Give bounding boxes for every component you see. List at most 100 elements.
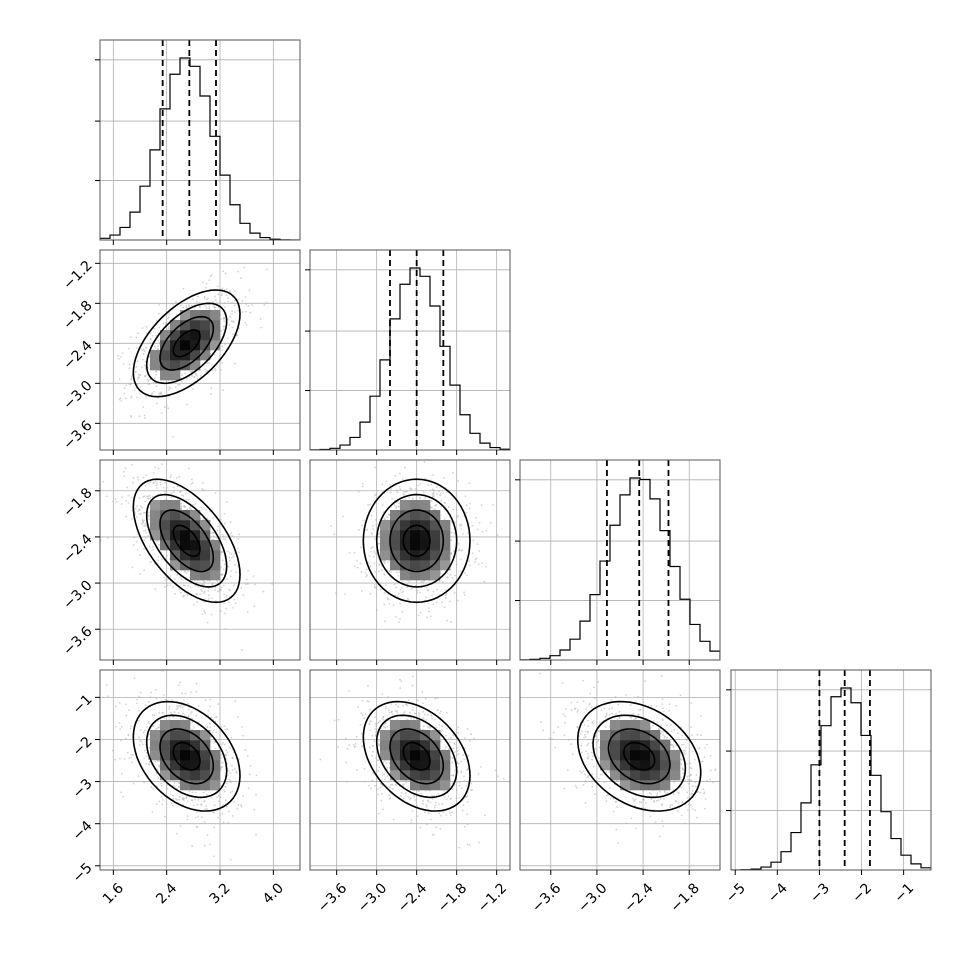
sample-point: [422, 716, 425, 719]
density-cell: [200, 330, 211, 341]
sample-point: [434, 454, 436, 456]
sample-point: [185, 796, 188, 799]
sample-point: [410, 487, 413, 490]
sample-point: [150, 560, 153, 563]
density-cell: [170, 370, 181, 381]
sample-point: [151, 714, 154, 716]
density-cell: [170, 530, 181, 541]
sample-point: [206, 369, 209, 372]
sample-point: [230, 736, 233, 739]
density-cell: [210, 310, 221, 321]
sample-point: [185, 403, 188, 406]
sample-point: [231, 326, 234, 329]
sample-point: [422, 725, 425, 728]
sample-point: [451, 757, 454, 759]
sample-point: [403, 490, 406, 493]
sample-point: [182, 306, 185, 309]
sample-point: [413, 712, 416, 715]
density-cell: [380, 750, 391, 761]
sample-point: [408, 497, 411, 499]
sample-point: [429, 615, 432, 618]
sample-point: [450, 621, 453, 624]
sample-point: [226, 550, 229, 553]
sample-point: [374, 722, 377, 725]
sample-point: [458, 797, 460, 799]
sample-point: [180, 704, 183, 707]
sample-point: [191, 728, 193, 731]
sample-point: [142, 476, 145, 479]
sample-point: [151, 811, 154, 814]
sample-point: [464, 495, 467, 498]
sample-point: [463, 747, 466, 750]
sample-point: [243, 266, 246, 269]
density-cell: [400, 550, 411, 561]
sample-point: [657, 799, 660, 801]
sample-point: [450, 531, 453, 534]
sample-point: [223, 522, 226, 525]
sample-point: [181, 494, 184, 497]
sample-point: [397, 705, 400, 708]
sample-point: [455, 563, 458, 566]
sample-point: [168, 707, 170, 710]
sample-point: [468, 482, 471, 485]
sample-point: [373, 555, 375, 558]
sample-point: [231, 790, 234, 793]
sample-point: [355, 735, 358, 738]
sample-point: [198, 306, 201, 308]
sample-point: [221, 812, 224, 815]
sample-point: [191, 799, 194, 802]
sample-point: [386, 516, 388, 519]
sample-point: [437, 792, 440, 795]
sample-point: [230, 553, 233, 556]
sample-point: [672, 793, 675, 795]
sample-point: [202, 791, 205, 794]
sample-point: [202, 281, 204, 284]
sample-point: [209, 722, 211, 725]
sample-point: [439, 492, 442, 495]
sample-point: [360, 571, 363, 573]
sample-point: [425, 586, 428, 589]
sample-point: [208, 362, 211, 364]
density-cell: [200, 340, 211, 351]
sample-point: [425, 596, 428, 599]
sample-point: [134, 511, 136, 514]
sample-point: [440, 730, 442, 733]
sample-point: [459, 525, 462, 527]
sample-point: [439, 494, 442, 497]
sample-point: [210, 393, 213, 395]
sample-point: [144, 529, 147, 532]
sample-point: [157, 720, 159, 723]
sample-point: [405, 703, 407, 706]
sample-point: [428, 607, 430, 609]
density-cell: [170, 730, 181, 741]
sample-point: [377, 793, 380, 796]
sample-point: [209, 698, 212, 701]
density-cell: [160, 330, 171, 341]
density-cell: [170, 540, 181, 551]
sample-point: [393, 583, 396, 586]
sample-point: [590, 780, 593, 783]
sample-point: [423, 713, 426, 716]
sample-point: [196, 581, 198, 584]
sample-point: [369, 592, 372, 595]
sample-point: [214, 367, 216, 370]
density-cell: [190, 510, 201, 521]
sample-point: [395, 489, 398, 492]
sample-point: [406, 490, 408, 493]
sample-point: [431, 794, 433, 797]
sample-point: [451, 577, 454, 579]
sample-point: [196, 378, 199, 380]
sample-point: [214, 491, 217, 494]
sample-point: [386, 780, 389, 783]
sample-point: [119, 757, 121, 760]
sample-point: [130, 756, 133, 759]
sample-point: [254, 583, 256, 586]
sample-point: [153, 345, 156, 348]
sample-point: [249, 773, 251, 776]
density-cell: [180, 330, 191, 341]
sample-point: [471, 524, 474, 527]
sample-point: [377, 788, 379, 791]
sample-point: [231, 535, 234, 537]
sample-point: [668, 703, 671, 706]
contour-line: [145, 493, 228, 588]
